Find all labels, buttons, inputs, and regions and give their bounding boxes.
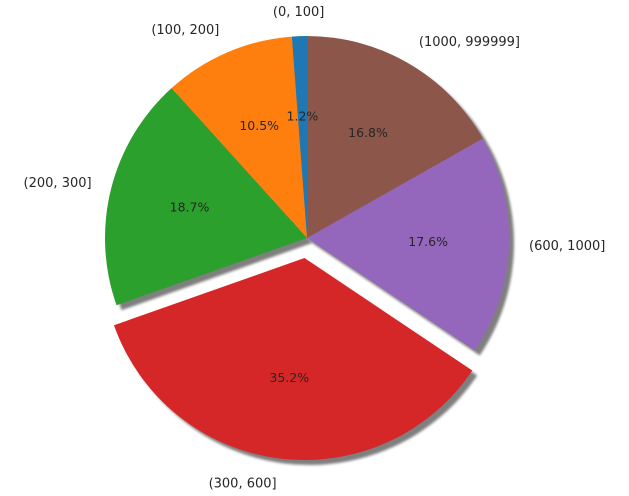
- percent-label-0-100: 1.2%: [287, 108, 319, 123]
- pie-slice-1000-999999: [307, 35, 483, 239]
- category-label-100-200: (100, 200]: [151, 23, 219, 38]
- category-label-0-100: (0, 100]: [273, 5, 325, 20]
- pie-slice-200-300: [104, 88, 307, 306]
- percent-label-1000-999999: 16.8%: [348, 125, 388, 140]
- percent-label-300-600: 35.2%: [269, 370, 309, 385]
- pie-slice-100-200: [171, 36, 307, 239]
- category-label-300-600: (300, 600]: [209, 476, 277, 491]
- percent-label-200-300: 18.7%: [170, 200, 210, 215]
- pie-slice-0-100: [291, 36, 307, 238]
- percent-label-100-200: 10.5%: [239, 118, 279, 133]
- pie-slices: [104, 35, 509, 461]
- pie-slice-300-600: [113, 258, 473, 461]
- category-label-1000-999999: (1000, 999999]: [419, 35, 520, 50]
- category-label-600-1000: (600, 1000]: [529, 239, 605, 254]
- category-label-200-300: (200, 300]: [24, 176, 92, 191]
- pie-slice-600-1000: [307, 138, 509, 351]
- pie-labels: (0, 100] 1.2% (100, 200] 10.5% (200, 300] 18.…: [24, 5, 606, 491]
- percent-label-600-1000: 17.6%: [408, 234, 448, 249]
